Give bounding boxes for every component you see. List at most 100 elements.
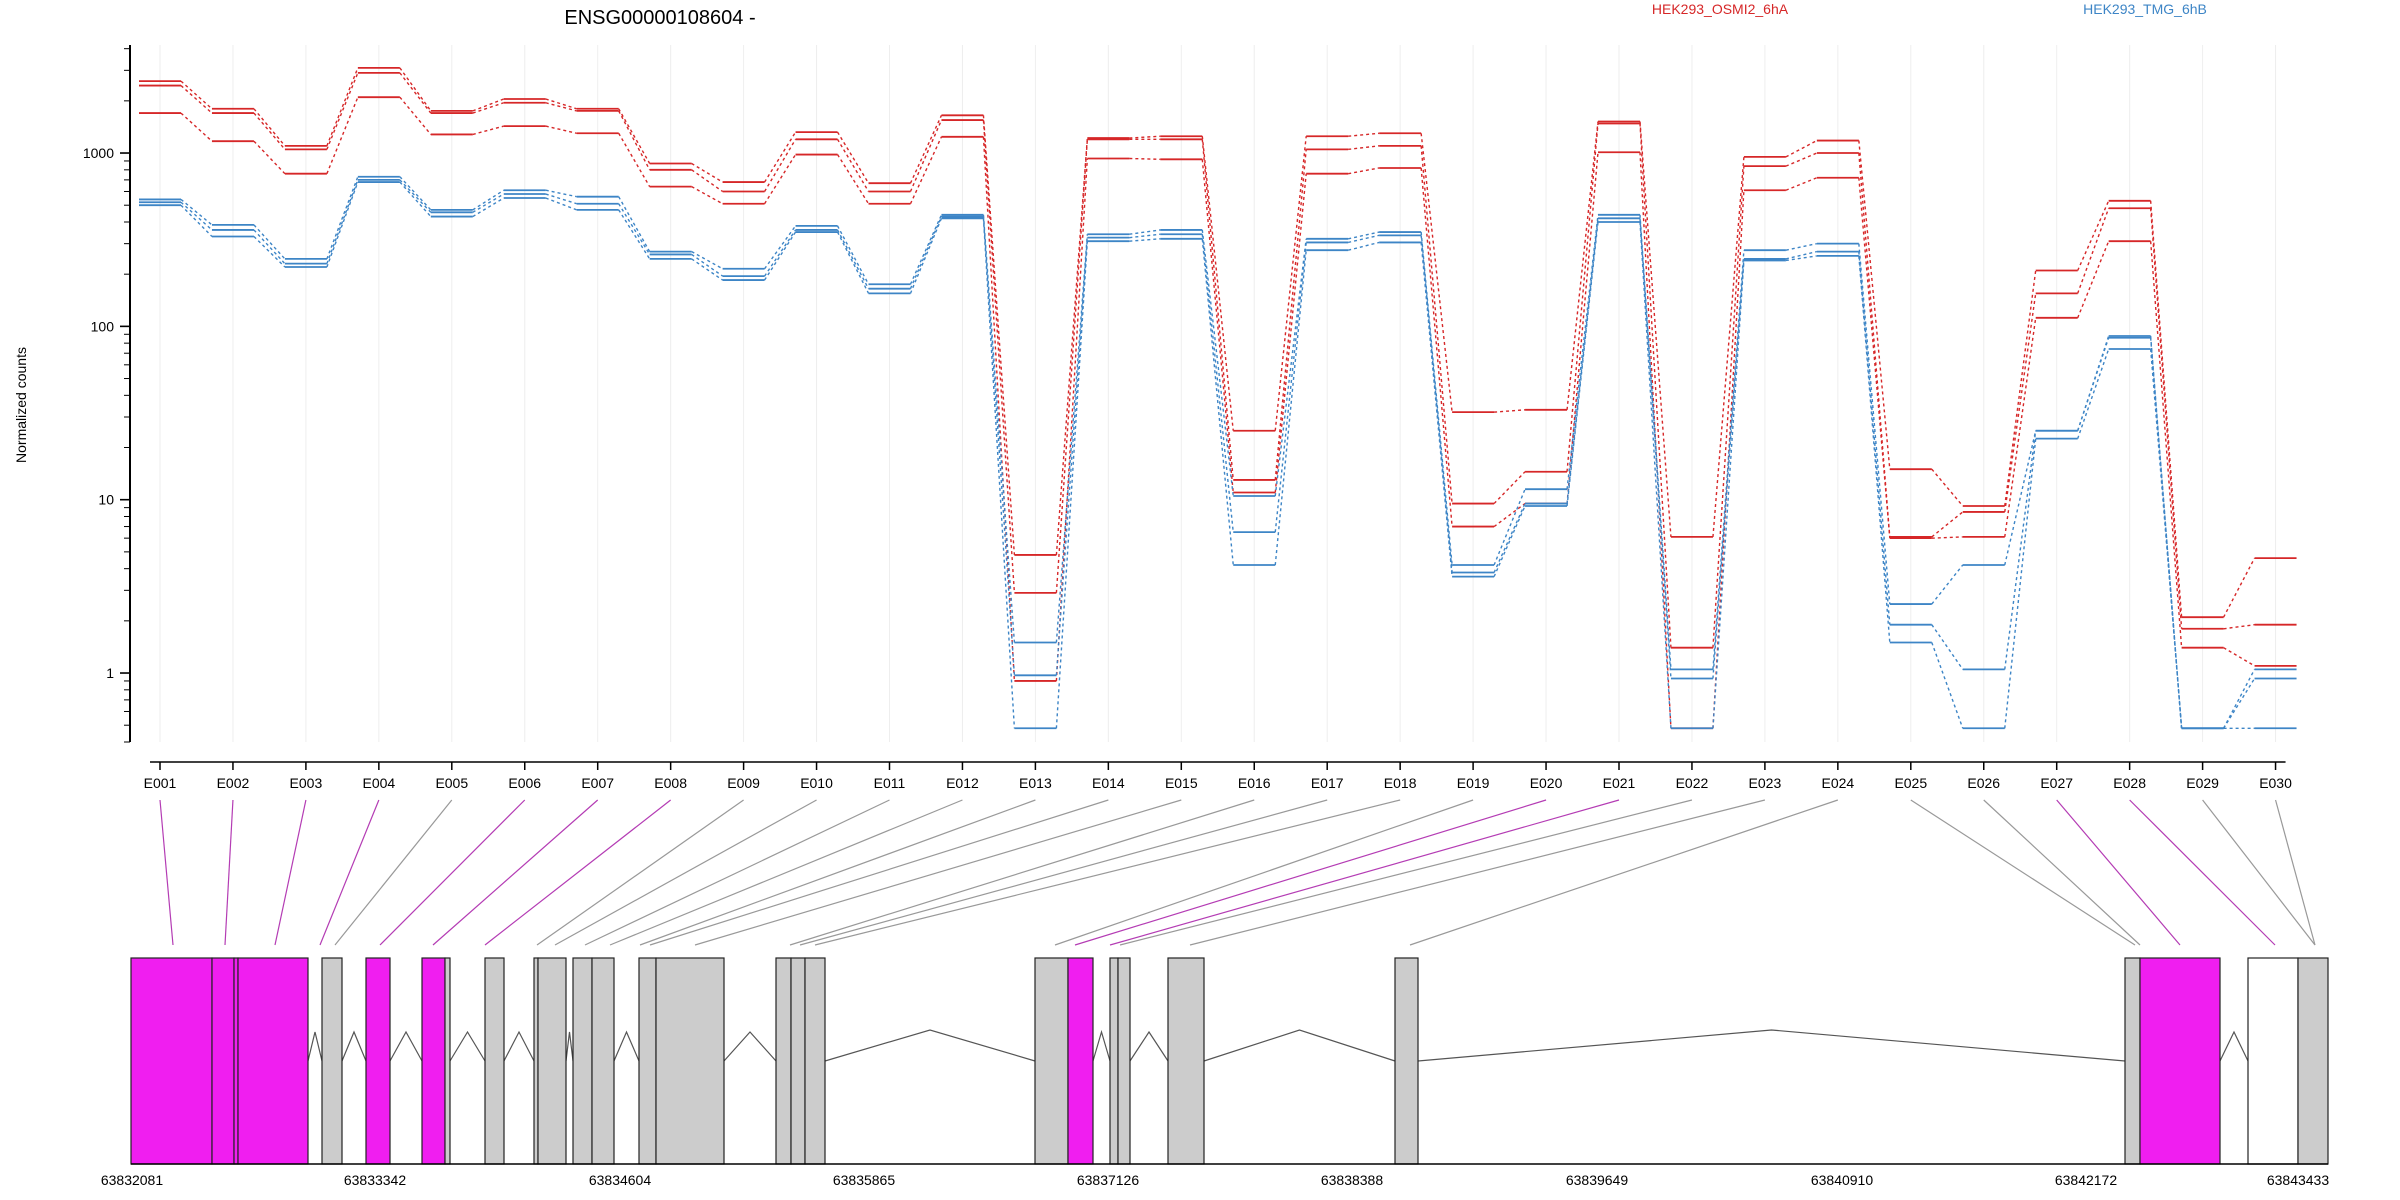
series-connector (909, 214, 943, 285)
series-connector (2004, 438, 2037, 729)
series-connector (1931, 511, 1964, 538)
series-connector (472, 98, 505, 112)
series-connector (1931, 564, 1964, 605)
series-connector (326, 181, 359, 268)
exon-connector (334, 799, 453, 946)
series-connector (836, 154, 870, 205)
series-connector (1785, 177, 1818, 191)
series-connector (1201, 136, 1234, 431)
x-tick-label: E020 (1530, 775, 1563, 791)
series-connector (1858, 251, 1891, 625)
x-tick-label: E006 (508, 775, 541, 791)
coordinate-label: 63833342 (344, 1172, 407, 1188)
series-connector (1420, 167, 1453, 527)
series-connector (1858, 177, 1891, 539)
series-connector (399, 176, 432, 211)
series-connector (2077, 200, 2110, 271)
series-connector (1055, 139, 1089, 593)
series-connector (618, 108, 651, 164)
x-tick-label: E004 (362, 775, 395, 791)
intron-line (1129, 1030, 1169, 1062)
exon-connector (319, 799, 380, 946)
exon-connector (1189, 799, 1766, 946)
series-connector (472, 193, 505, 213)
series-connector (399, 181, 432, 218)
series-connector (1566, 123, 1599, 472)
series-connector (1785, 242, 1817, 251)
x-tick-label: E009 (727, 775, 760, 791)
series-connector (2149, 241, 2183, 648)
x-tick-label: E029 (2186, 775, 2219, 791)
coordinate-label: 63832081 (101, 1172, 164, 1188)
series-connector (1055, 241, 1089, 729)
series-connector (836, 229, 870, 289)
x-tick-label: E018 (1384, 775, 1417, 791)
intron-line (503, 1030, 535, 1062)
series-connector (253, 112, 286, 150)
exon-box (775, 957, 792, 1165)
series-connector (982, 218, 1016, 729)
series-connector (1420, 133, 1453, 413)
intron-line (565, 1031, 574, 1062)
series-connector (545, 125, 577, 134)
series-connector (2149, 337, 2183, 729)
series-connector (764, 229, 797, 277)
series-connector (1129, 157, 1161, 161)
series-connector (326, 176, 359, 260)
series-connector (2077, 348, 2110, 439)
series-connector (764, 131, 797, 183)
coordinate-label: 63838388 (1321, 1172, 1384, 1188)
exon-connector (2274, 799, 2316, 946)
exon-connector (2056, 799, 2181, 946)
series-connector (982, 136, 1016, 681)
series-connector (1639, 218, 1672, 679)
series-connector (472, 189, 505, 211)
exon-connector (1409, 799, 1839, 946)
exon-box (321, 957, 343, 1165)
series-connector (1129, 135, 1161, 139)
legend-label-tmg: HEK293_TMG_6hB (2083, 1, 2207, 17)
series-connector (545, 102, 577, 112)
series-connector (180, 201, 213, 231)
exon-connector (484, 799, 672, 946)
series-connector (1493, 502, 1526, 528)
intron-line (389, 1030, 423, 1062)
series-connector (1639, 221, 1672, 729)
series-connector (1639, 214, 1672, 670)
x-tick-label: E021 (1603, 775, 1636, 791)
series-connector (909, 218, 943, 294)
series-connector (399, 67, 432, 112)
series-connector (618, 110, 651, 171)
series-connector (836, 225, 870, 285)
series-connector (1129, 233, 1161, 239)
gene-model (130, 957, 2329, 1165)
exon-box (790, 957, 806, 1165)
series-connector (1274, 173, 1307, 493)
exon-box (484, 957, 505, 1165)
series-connector (618, 203, 651, 255)
x-tick-label: E008 (654, 775, 687, 791)
series-connector (1785, 152, 1818, 167)
series-connector (1201, 238, 1234, 566)
series-connector (545, 189, 577, 198)
exon-connectors (159, 799, 2316, 946)
series-connector (1712, 166, 1745, 648)
exon-box (2124, 957, 2141, 1165)
series-connector (2222, 557, 2256, 618)
series-connector (764, 231, 797, 281)
x-tick-label: E013 (1019, 775, 1052, 791)
series-connector (1493, 503, 1526, 573)
plot-series (139, 66, 2297, 730)
exon-connector (2202, 799, 2316, 946)
exon-box (572, 957, 593, 1165)
series-connector (545, 98, 577, 110)
exon-connector (789, 799, 1255, 946)
exon-box (2139, 957, 2221, 1165)
series-connector (1712, 156, 1745, 537)
series-connector (1201, 159, 1234, 493)
series-connector (545, 197, 577, 211)
x-tick-label: E005 (435, 775, 468, 791)
series-connector (1348, 132, 1380, 137)
series-connector (472, 125, 504, 136)
exon-connector (584, 799, 890, 946)
